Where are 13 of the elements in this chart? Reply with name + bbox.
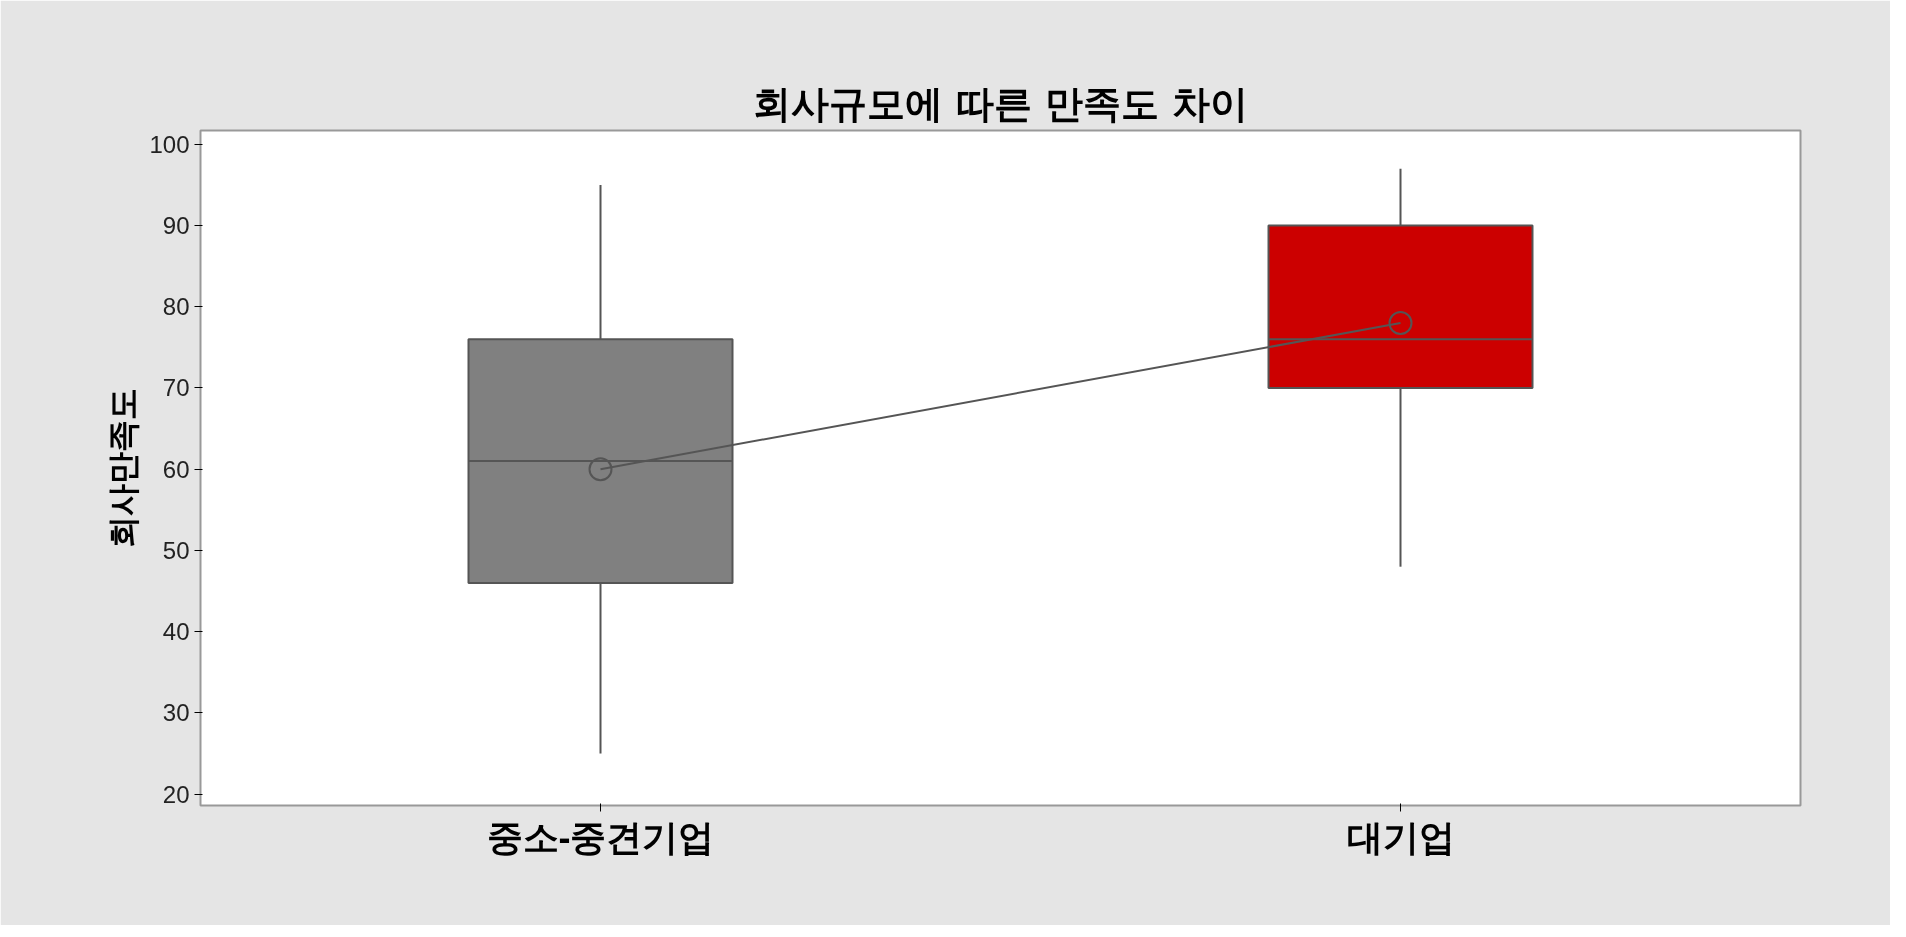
y-tick-label: 80: [162, 293, 190, 321]
y-tick-label: 100: [149, 130, 190, 158]
y-tick-label: 30: [162, 699, 190, 727]
y-tick-label: 50: [162, 536, 190, 564]
y-tick-label: 40: [162, 618, 190, 646]
y-axis-title: 회사만족도: [105, 388, 142, 548]
y-tick-label: 20: [162, 780, 190, 808]
chart-title: 회사규모에 따른 만족도 차이: [752, 81, 1249, 126]
y-tick-label: 90: [162, 212, 190, 240]
y-tick-label: 60: [162, 455, 190, 483]
x-tick-label: 대기업: [1346, 816, 1455, 858]
y-tick-label: 70: [162, 374, 190, 402]
x-tick-label: 중소-중견기업: [486, 816, 715, 858]
